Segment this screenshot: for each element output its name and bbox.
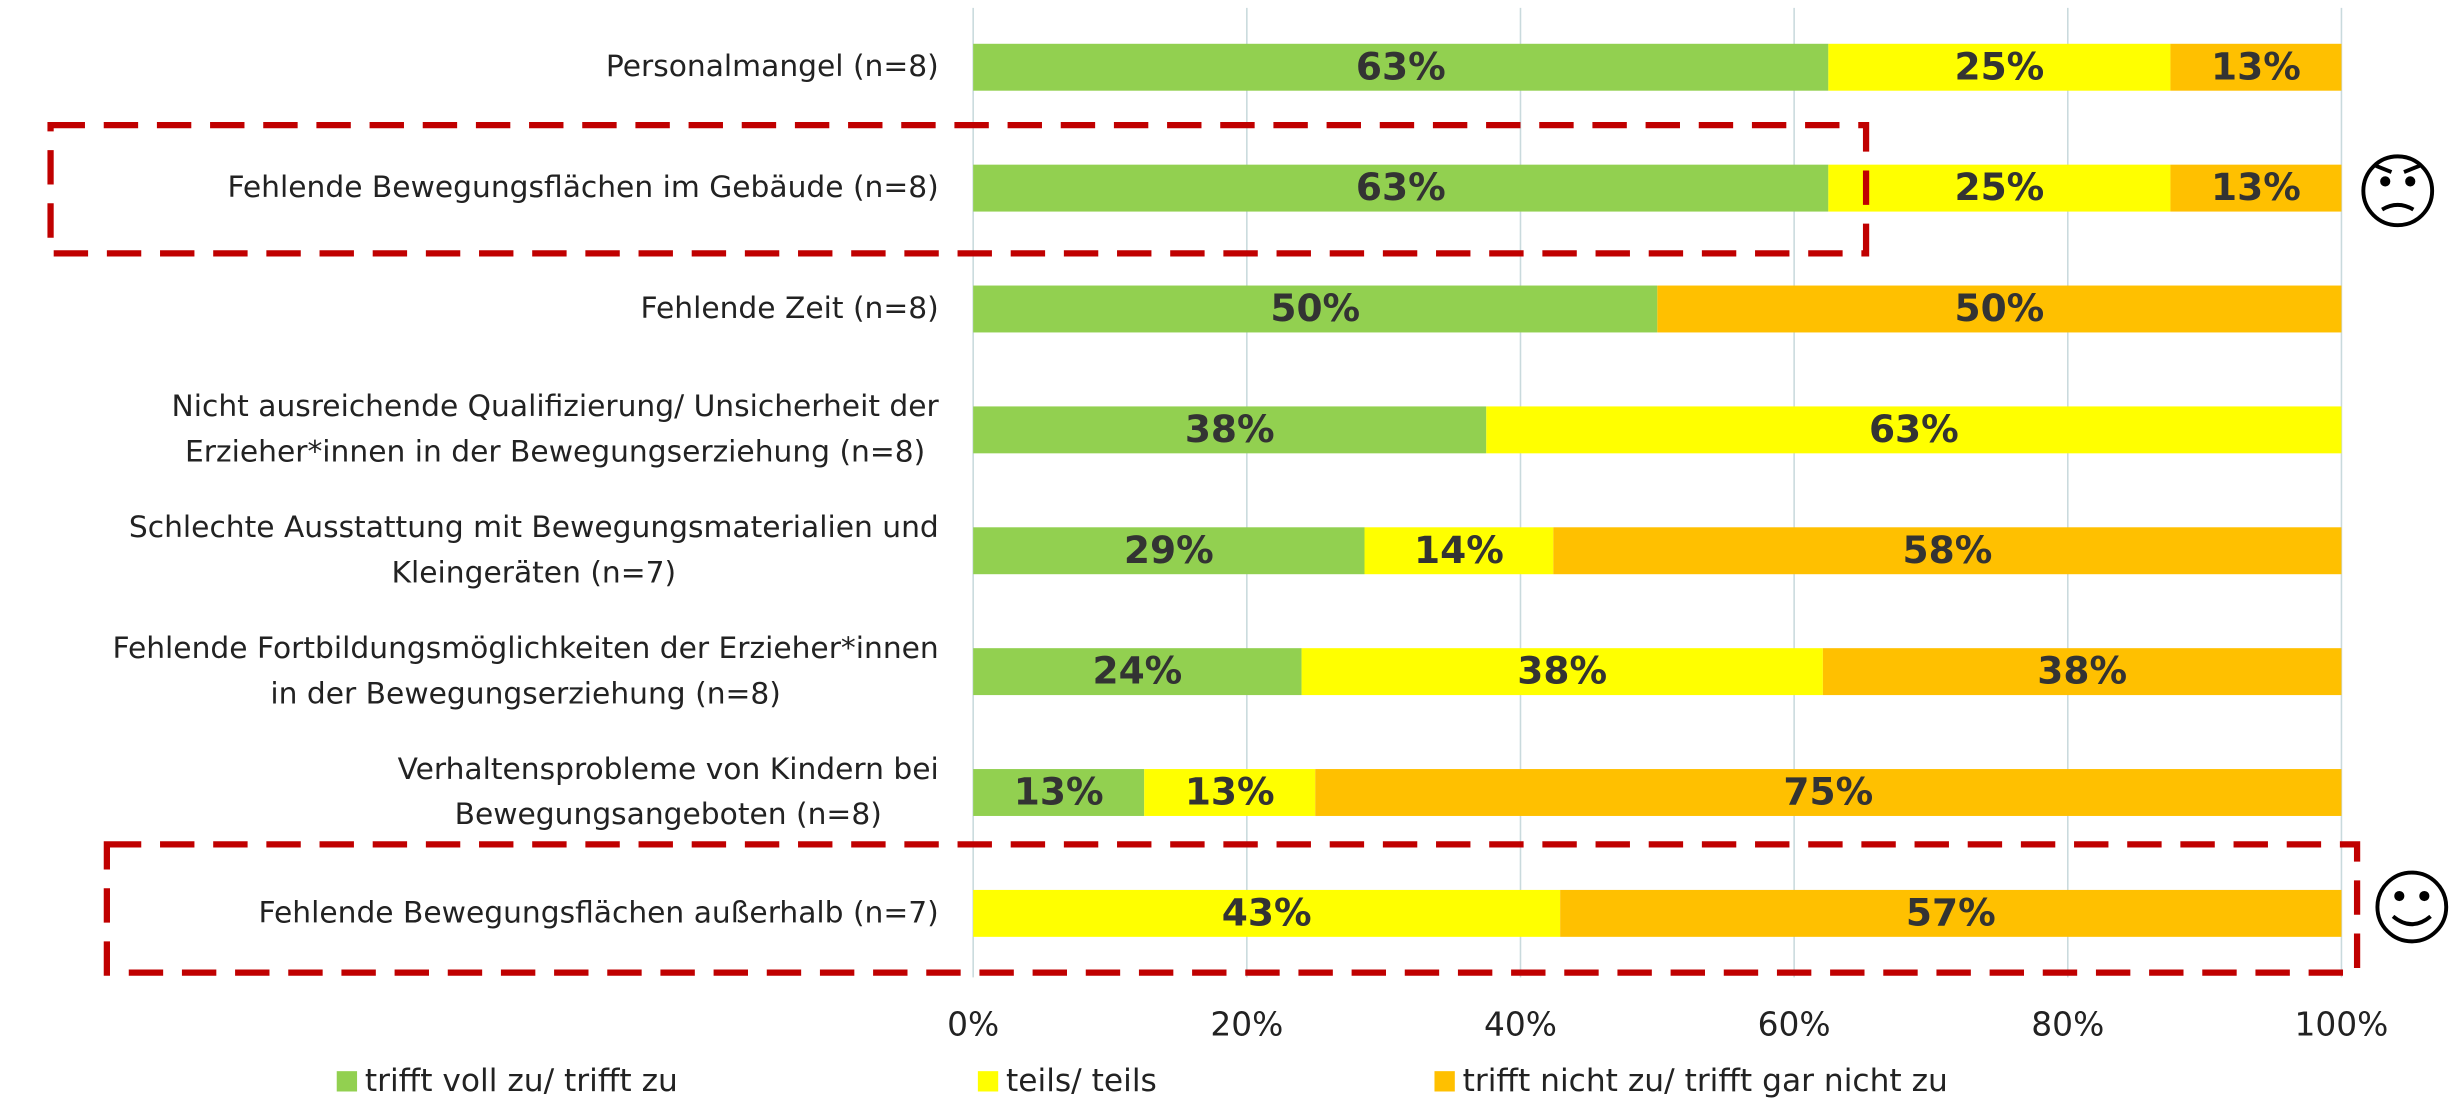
- x-tick-label: 40%: [1484, 1005, 1557, 1043]
- data-label: 29%: [1124, 528, 1214, 572]
- bar-segment: [2170, 43, 2342, 91]
- category-label: Fehlende Zeit (n=8): [641, 290, 939, 325]
- x-tick-label: 0%: [947, 1005, 999, 1043]
- bar-segment: [973, 406, 1487, 454]
- highlight-box: [103, 841, 2361, 976]
- bar-segment: [1560, 889, 2342, 937]
- data-label: 50%: [1954, 286, 2044, 330]
- data-label: 38%: [1517, 649, 1607, 693]
- data-label: 75%: [1783, 770, 1873, 814]
- category-label: Fehlende Fortbildungsmöglichkeiten der E…: [113, 630, 939, 710]
- bar-segment: [1822, 648, 2342, 696]
- data-label: 25%: [1954, 44, 2044, 88]
- legend-label: teils/ teils: [1006, 1063, 1157, 1099]
- data-label: 25%: [1954, 165, 2044, 209]
- category-label: Fehlende Bewegungsflächen außerhalb (n=7…: [259, 895, 939, 930]
- legend-swatch: [977, 1071, 999, 1092]
- happy-face: [2375, 870, 2449, 944]
- highlight-box: [47, 121, 1870, 257]
- bar-segment: [973, 769, 1145, 816]
- legend-label: trifft voll zu/ trifft zu: [365, 1063, 678, 1099]
- legend-label: trifft nicht zu/ trifft gar nicht zu: [1463, 1063, 1948, 1099]
- x-tick-label: 60%: [1758, 1005, 1831, 1043]
- category-label: Fehlende Bewegungsflächen im Gebäude (n=…: [227, 170, 938, 205]
- bar-segment: [1828, 43, 2171, 91]
- data-label: 50%: [1270, 286, 1360, 330]
- bar-segment: [973, 285, 1658, 333]
- bar-segment: [1364, 527, 1554, 575]
- bars: [973, 43, 2342, 937]
- data-label: 13%: [1014, 770, 1104, 814]
- data-label: 63%: [1356, 165, 1446, 209]
- category-label: Schlechte Ausstattung mit Bewegungsmater…: [129, 510, 939, 590]
- bar-segment: [973, 43, 1829, 91]
- data-label: 13%: [2211, 165, 2301, 209]
- bar-segment: [1486, 406, 2342, 454]
- data-label: 63%: [1869, 407, 1959, 451]
- data-label: 57%: [1906, 890, 1996, 934]
- x-tick-label: 80%: [2031, 1005, 2104, 1043]
- bar-segment: [1553, 527, 2342, 575]
- legend-swatch: [1434, 1071, 1455, 1092]
- bar-segment: [1315, 769, 2342, 816]
- legend-swatch: [336, 1071, 358, 1092]
- category-label: Nicht ausreichende Qualifizierung/ Unsic…: [172, 389, 940, 469]
- data-label: 38%: [2037, 649, 2127, 693]
- data-label: 13%: [1185, 770, 1275, 814]
- bar-segment: [973, 648, 1302, 696]
- category-label: Verhaltensprobleme von Kindern bei Bewegu…: [398, 751, 939, 831]
- data-label: 24%: [1092, 649, 1182, 693]
- data-label: 14%: [1414, 528, 1504, 572]
- bar-segment: [1301, 648, 1823, 696]
- bar-segment: [1144, 769, 1316, 816]
- bar-segment: [1657, 285, 2342, 333]
- grid: [972, 7, 2343, 978]
- bar-segment: [973, 164, 1829, 212]
- data-label: 13%: [2211, 44, 2301, 88]
- x-tick-label: 100%: [2295, 1005, 2389, 1043]
- data-label: 58%: [1902, 528, 1992, 572]
- bar-segment: [2170, 164, 2342, 212]
- bar-segment: [1828, 164, 2171, 212]
- bar-segment: [973, 527, 1365, 575]
- sad-face: [2361, 154, 2435, 228]
- x-tick-label: 20%: [1210, 1005, 1283, 1043]
- category-label: Personalmangel (n=8): [606, 49, 939, 84]
- bar-segment: [973, 889, 1561, 937]
- data-label: 43%: [1222, 890, 1312, 934]
- data-label: 38%: [1185, 407, 1275, 451]
- data-label: 63%: [1356, 44, 1446, 88]
